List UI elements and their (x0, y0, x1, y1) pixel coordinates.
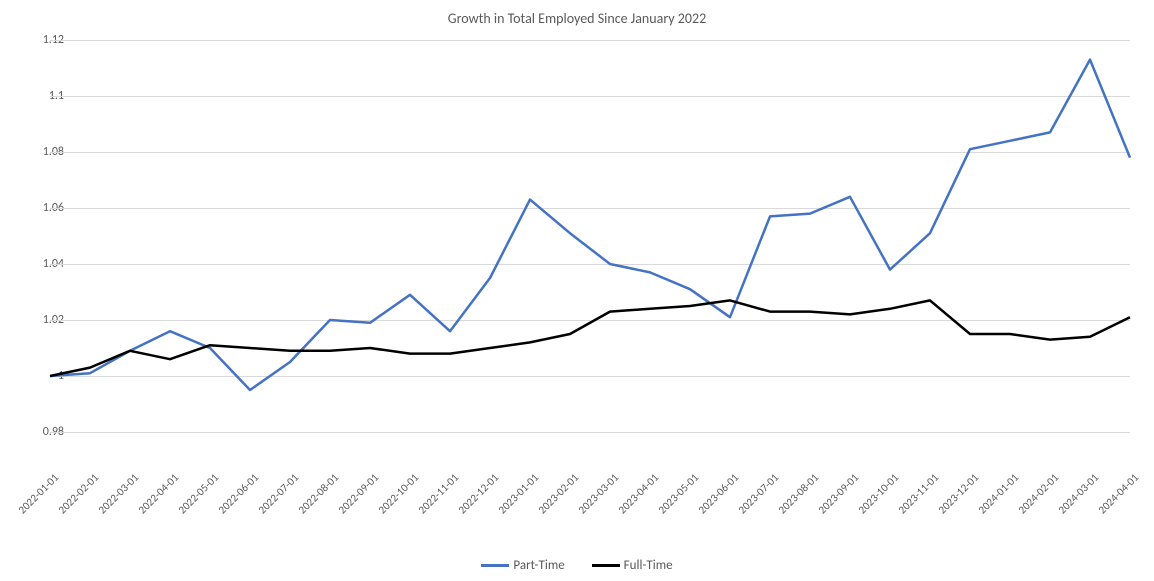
series-line-full-time (50, 300, 1130, 376)
employment-growth-chart: Growth in Total Employed Since January 2… (0, 0, 1154, 581)
series-lines (50, 40, 1130, 460)
legend: Part-Time Full-Time (0, 558, 1154, 573)
series-line-part-time (50, 60, 1130, 390)
legend-label-part-time: Part-Time (513, 558, 564, 573)
legend-label-full-time: Full-Time (624, 558, 673, 573)
legend-item-part-time: Part-Time (481, 558, 564, 573)
chart-title: Growth in Total Employed Since January 2… (0, 10, 1154, 27)
x-axis-labels: 2022-01-012022-02-012022-03-012022-04-01… (50, 465, 1130, 545)
legend-swatch-part-time (481, 564, 509, 567)
legend-item-full-time: Full-Time (592, 558, 673, 573)
plot-area (50, 40, 1130, 460)
legend-swatch-full-time (592, 564, 620, 567)
